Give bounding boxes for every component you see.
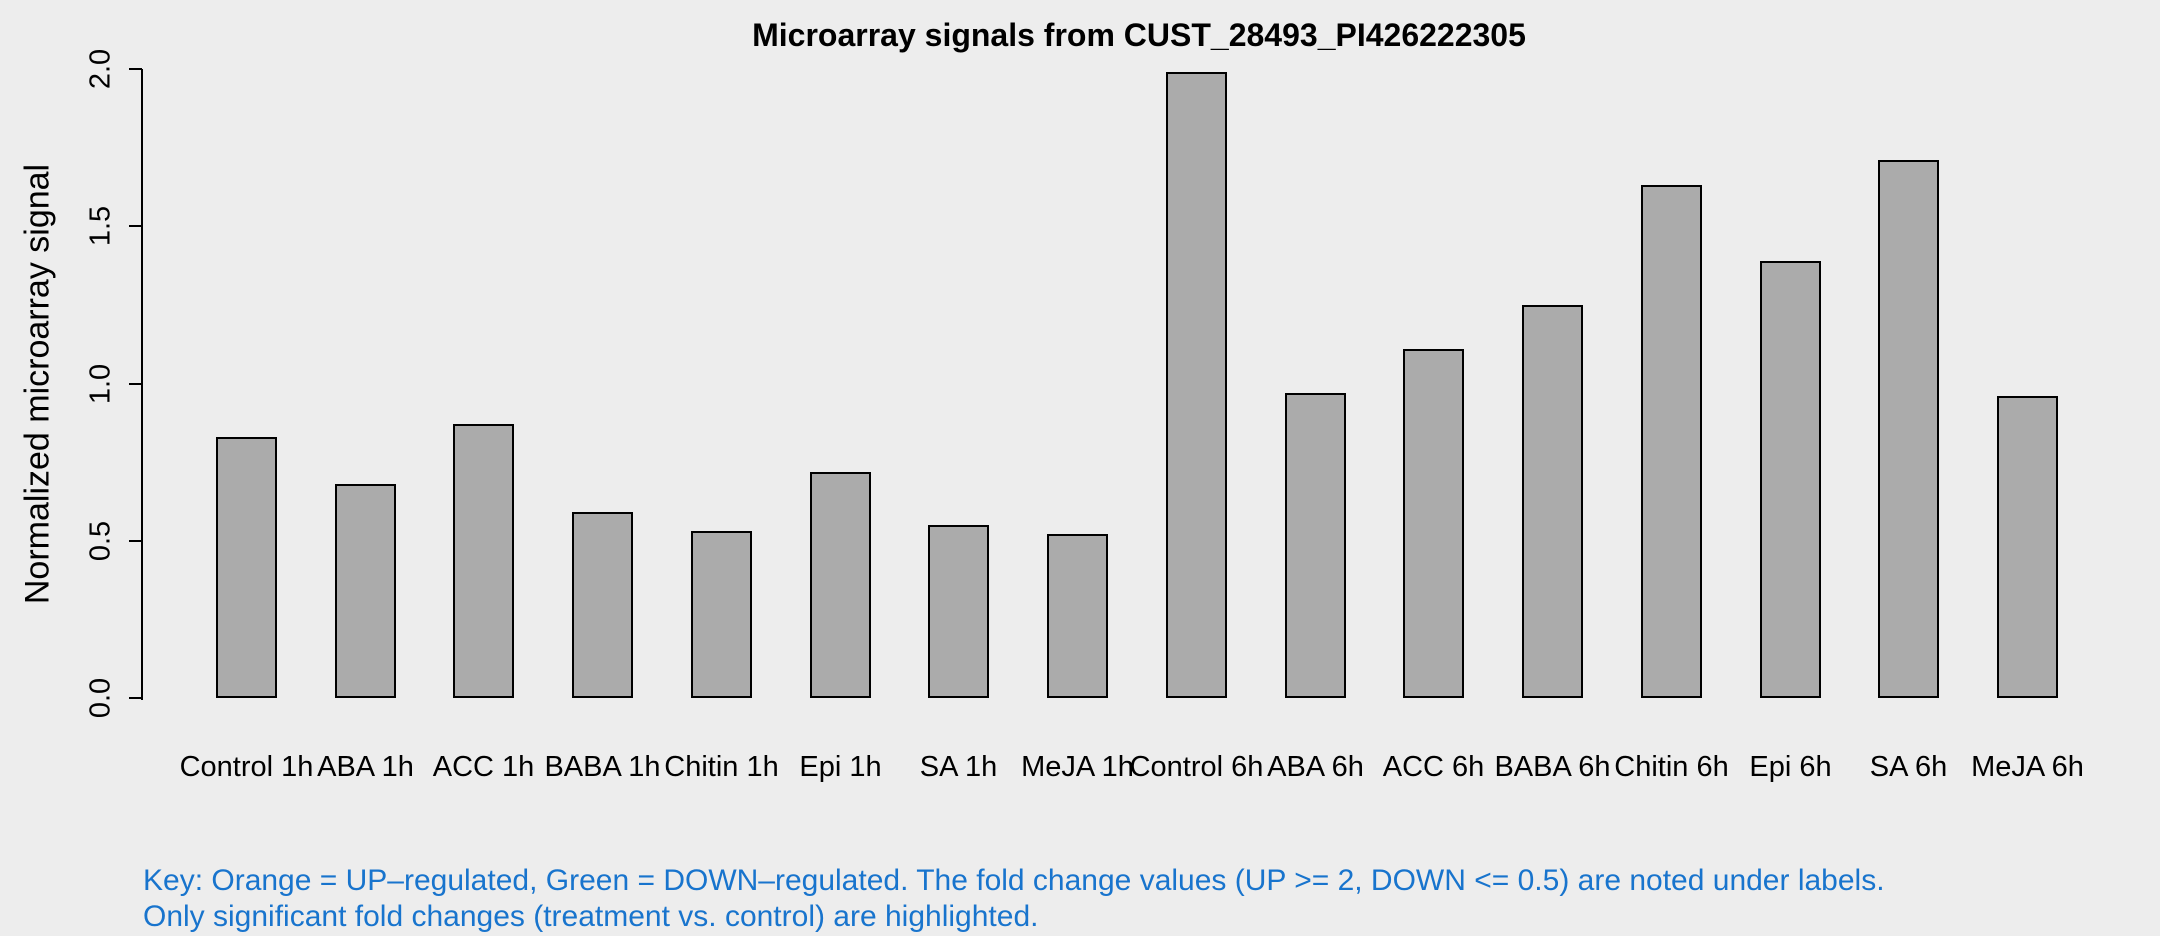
x-tick-label-control-1h: Control 1h [179,751,314,783]
y-axis-line [141,69,143,700]
y-axis-label: Normalized microarray signal [18,163,57,605]
y-tick-0.0 [129,697,142,699]
bar-aba-1h [335,484,396,698]
x-tick-label-sa-6h: SA 6h [1869,751,1948,783]
bar-meja-6h [1997,396,2058,698]
y-tick-label-0.0: 0.0 [84,677,117,719]
bar-chitin-1h [691,531,752,698]
bar-control-1h [216,437,277,698]
bar-aba-6h [1285,393,1346,698]
x-tick-label-chitin-1h: Chitin 1h [664,751,779,783]
y-tick-2.0 [129,68,142,70]
y-tick-label-1.0: 1.0 [84,363,117,405]
x-tick-label-meja-1h: MeJA 1h [1021,751,1134,783]
bar-chitin-6h [1641,185,1702,698]
chart-title: Microarray signals from CUST_28493_PI426… [752,17,1526,53]
x-tick-label-aba-6h: ABA 6h [1267,751,1364,783]
bar-acc-1h [453,424,514,698]
x-tick-label-epi-1h: Epi 1h [799,751,882,783]
bar-meja-1h [1047,534,1108,698]
footnote-key-line2: Only significant fold changes (treatment… [143,900,1039,933]
x-tick-label-baba-1h: BABA 1h [544,751,661,783]
x-tick-label-chitin-6h: Chitin 6h [1614,751,1729,783]
bar-control-6h [1166,72,1227,698]
bar-sa-6h [1878,160,1939,698]
x-tick-label-acc-1h: ACC 1h [432,751,535,783]
bar-epi-1h [810,472,871,698]
bar-baba-1h [572,512,633,698]
y-tick-0.5 [129,540,142,542]
x-tick-label-epi-6h: Epi 6h [1749,751,1832,783]
x-tick-label-meja-6h: MeJA 6h [1971,751,2084,783]
bar-acc-6h [1403,349,1464,698]
y-tick-1.0 [129,383,142,385]
footnote-key-line1: Key: Orange = UP–regulated, Green = DOWN… [143,864,1885,897]
bar-baba-6h [1522,305,1583,698]
bar-epi-6h [1760,261,1821,698]
x-tick-label-control-6h: Control 6h [1129,751,1264,783]
y-tick-label-2.0: 2.0 [84,48,117,90]
x-tick-label-baba-6h: BABA 6h [1494,751,1611,783]
y-tick-label-0.5: 0.5 [84,520,117,562]
bar-sa-1h [928,525,989,698]
x-tick-label-acc-6h: ACC 6h [1382,751,1485,783]
x-tick-label-aba-1h: ABA 1h [317,751,414,783]
y-tick-1.5 [129,225,142,227]
x-tick-label-sa-1h: SA 1h [919,751,998,783]
y-tick-label-1.5: 1.5 [84,205,117,247]
